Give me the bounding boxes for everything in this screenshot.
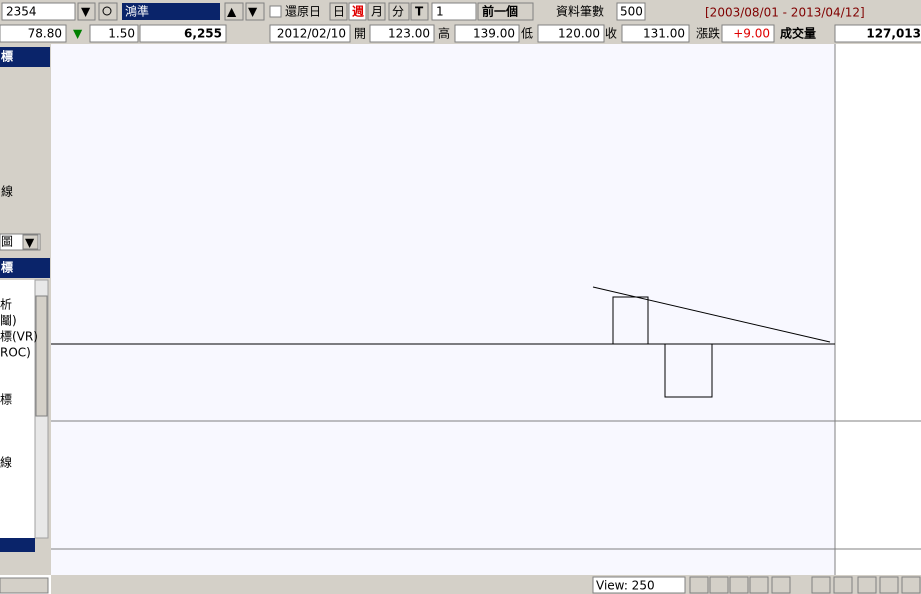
dropdown-text: 圖 bbox=[1, 235, 13, 249]
icon bbox=[102, 6, 112, 16]
annotation-box bbox=[664, 343, 713, 398]
field bbox=[269, 24, 351, 43]
tool-button[interactable] bbox=[879, 576, 899, 594]
selection bbox=[0, 538, 35, 552]
icon: ▼ bbox=[248, 5, 258, 19]
code-input[interactable] bbox=[1, 2, 76, 21]
vol: 127,013 bbox=[866, 27, 921, 41]
panel-item: 線 bbox=[1, 184, 13, 199]
list-item: 標(VR) bbox=[0, 330, 38, 344]
price: 78.80 bbox=[28, 27, 62, 41]
field bbox=[0, 24, 67, 43]
view-label: View: 250 bbox=[596, 579, 655, 593]
tool-button[interactable] bbox=[749, 576, 769, 594]
panel-header bbox=[0, 47, 50, 67]
period: 日 bbox=[333, 5, 345, 19]
date-range: [2003/08/01 - 2013/04/12] bbox=[705, 6, 865, 20]
tool-button[interactable] bbox=[709, 576, 729, 594]
t-label: T bbox=[415, 5, 424, 19]
prev-button[interactable] bbox=[477, 2, 534, 21]
stock-name: 鴻準 bbox=[125, 4, 149, 19]
period-button[interactable] bbox=[388, 2, 410, 21]
dropdown-button[interactable] bbox=[77, 2, 96, 21]
checkbox[interactable] bbox=[269, 5, 282, 18]
search-button[interactable] bbox=[98, 2, 118, 21]
list-item: 析 bbox=[0, 298, 12, 312]
list-item: 標 bbox=[0, 393, 12, 407]
icon: ▼ bbox=[81, 5, 91, 19]
list-item: 線 bbox=[0, 455, 12, 470]
restore-label: 還原日 bbox=[285, 5, 321, 19]
label: 漲跌 bbox=[696, 26, 720, 41]
arrow: ▼ bbox=[73, 27, 83, 41]
high: 139.00 bbox=[473, 27, 515, 41]
tool-button[interactable] bbox=[857, 576, 877, 594]
chart-area bbox=[51, 44, 835, 575]
icon: ▼ bbox=[25, 236, 35, 250]
low: 120.00 bbox=[558, 27, 600, 41]
axis-area bbox=[835, 44, 921, 575]
tool-button[interactable] bbox=[771, 576, 791, 594]
tool-button[interactable] bbox=[811, 576, 831, 594]
label: 收 bbox=[605, 27, 617, 41]
prev-label: 前一個 bbox=[482, 4, 518, 19]
down-button[interactable] bbox=[245, 2, 265, 21]
period: 週 bbox=[352, 4, 364, 19]
field bbox=[89, 24, 139, 43]
list bbox=[0, 280, 35, 538]
field bbox=[621, 24, 690, 43]
count-select[interactable] bbox=[431, 2, 477, 21]
records-input[interactable] bbox=[616, 2, 646, 21]
h-scroll[interactable] bbox=[0, 577, 49, 594]
period-button[interactable] bbox=[367, 2, 386, 21]
list-item: ROC) bbox=[0, 346, 31, 360]
lots: 6,255 bbox=[184, 27, 222, 41]
period-button[interactable] bbox=[329, 2, 348, 21]
records-label: 資料筆數 bbox=[556, 5, 604, 19]
t-button[interactable] bbox=[410, 2, 429, 21]
label: 成交量 bbox=[780, 26, 816, 41]
chg: +9.00 bbox=[733, 27, 770, 41]
name-box bbox=[122, 3, 220, 20]
view-field bbox=[592, 576, 686, 594]
list-item: 鬮) bbox=[0, 314, 17, 328]
change: 1.50 bbox=[108, 27, 135, 41]
annotation-box bbox=[612, 296, 649, 345]
label: 開 bbox=[354, 27, 366, 41]
records: 500 bbox=[620, 5, 643, 19]
close: 131.00 bbox=[643, 27, 685, 41]
up-button[interactable] bbox=[224, 2, 244, 21]
tool-button[interactable] bbox=[833, 576, 853, 594]
open: 123.00 bbox=[388, 27, 430, 41]
field bbox=[454, 24, 520, 43]
period-button[interactable] bbox=[348, 2, 367, 21]
code: 2354 bbox=[6, 5, 37, 19]
tool-button[interactable] bbox=[689, 576, 709, 594]
panel-header bbox=[0, 258, 50, 278]
scroll-thumb[interactable] bbox=[35, 295, 48, 417]
count: 1 bbox=[436, 5, 444, 19]
field bbox=[139, 24, 227, 43]
tool-button[interactable] bbox=[729, 576, 749, 594]
field bbox=[537, 24, 605, 43]
field bbox=[369, 24, 435, 43]
label: 高 bbox=[438, 26, 450, 41]
trend-line bbox=[592, 286, 831, 343]
period: 月 bbox=[371, 5, 383, 19]
header-text: 標 bbox=[1, 260, 13, 275]
field bbox=[834, 24, 921, 43]
header-text: 標 bbox=[1, 49, 13, 64]
label: 低 bbox=[521, 27, 533, 41]
field bbox=[721, 24, 775, 43]
period: 分 bbox=[392, 5, 404, 19]
date: 2012/02/10 bbox=[277, 27, 346, 41]
tool-button[interactable] bbox=[901, 576, 921, 594]
dropdown-button[interactable] bbox=[22, 234, 39, 250]
icon: ▲ bbox=[227, 5, 237, 19]
